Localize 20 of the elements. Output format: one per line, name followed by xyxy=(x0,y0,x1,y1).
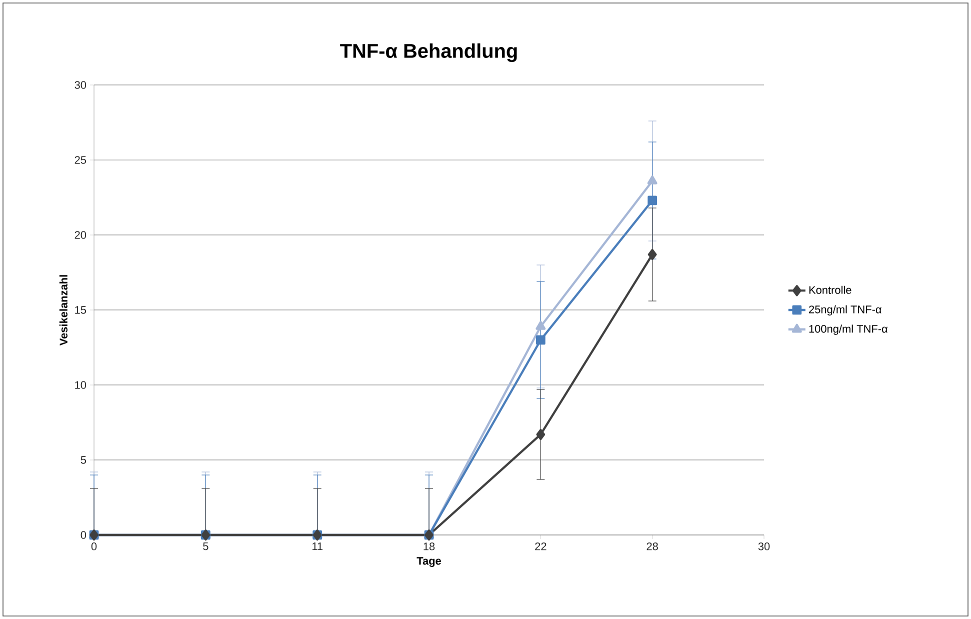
y-tick-label: 30 xyxy=(74,81,86,89)
x-tick-label: 28 xyxy=(646,542,658,550)
x-tick-label: 0 xyxy=(91,542,97,550)
legend-label: Kontrolle xyxy=(809,286,852,294)
legend-label: 100ng/ml TNF-α xyxy=(809,324,888,335)
chart-title: TNF-α Behandlung xyxy=(340,43,517,62)
x-axis-title: Tage xyxy=(416,557,442,567)
y-tick-label: 0 xyxy=(80,531,86,539)
y-tick-label: 25 xyxy=(74,156,86,164)
x-tick-label: 18 xyxy=(424,542,435,550)
y-axis-title: Vesikelanzahl xyxy=(59,275,68,346)
x-tick-label: 11 xyxy=(312,542,322,550)
y-tick-label: 10 xyxy=(75,381,86,389)
x-tick-label: 5 xyxy=(203,542,208,550)
x-tick-label: 30 xyxy=(758,542,770,550)
y-tick-label: 20 xyxy=(74,231,86,239)
y-tick-label: 15 xyxy=(75,306,86,314)
x-tick-label: 22 xyxy=(535,542,546,550)
y-tick-label: 5 xyxy=(80,456,86,464)
legend-label: 25ng/ml TNF-α xyxy=(809,305,882,316)
